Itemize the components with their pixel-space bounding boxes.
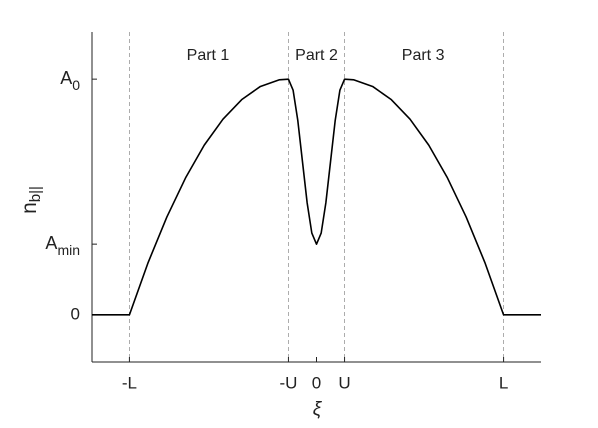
y-tick-label-base: A [60, 68, 72, 88]
x-tick-label: -U [279, 373, 297, 392]
annotation: Part 2 [295, 47, 338, 64]
y-tick-label: Amin [45, 233, 80, 258]
y-label-sub: b|| [27, 186, 44, 202]
x-tick-label: -L [122, 373, 137, 392]
x-tick-label: L [499, 373, 508, 392]
x-tick-label: U [338, 373, 350, 392]
y-label-base: n [18, 202, 41, 214]
annotation: Part 3 [402, 47, 445, 64]
y-tick-label-sub: 0 [72, 77, 80, 93]
y-tick-label: 0 [71, 304, 80, 323]
y-tick-label-sub: min [57, 242, 80, 258]
y-axis-label: nb|| [18, 186, 44, 214]
y-tick-label-base: A [45, 233, 57, 253]
y-tick-label: A0 [60, 68, 80, 93]
x-tick-label: 0 [312, 373, 321, 392]
annotation: Part 1 [187, 47, 230, 64]
x-axis-label: ξ [313, 399, 323, 420]
line-series [92, 78, 541, 316]
